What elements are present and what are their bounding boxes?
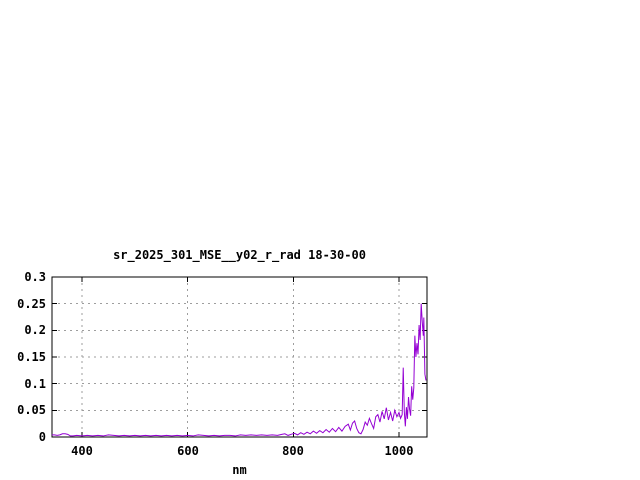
- y-tick-label-0.3: 0.3: [24, 270, 46, 284]
- x-tick-label-800: 800: [282, 444, 304, 458]
- y-tick-label-0: 0: [38, 430, 46, 444]
- y-tick-label-0.25: 0.25: [17, 297, 46, 311]
- y-tick-label-0.2: 0.2: [24, 323, 46, 337]
- chart-title: sr_2025_301_MSE__y02_r_rad 18-30-00: [113, 248, 366, 262]
- y-tick-label-0.05: 0.05: [17, 403, 46, 417]
- spectrum-trace: [51, 303, 427, 437]
- x-axis-label: nm: [232, 463, 247, 477]
- y-tick-label-0.15: 0.15: [17, 350, 46, 364]
- x-tick-label-600: 600: [177, 444, 199, 458]
- y-tick-label-0.1: 0.1: [24, 377, 46, 391]
- x-tick-label-400: 400: [71, 444, 93, 458]
- x-tick-label-1000: 1000: [384, 444, 414, 458]
- plot-border: [51, 276, 428, 438]
